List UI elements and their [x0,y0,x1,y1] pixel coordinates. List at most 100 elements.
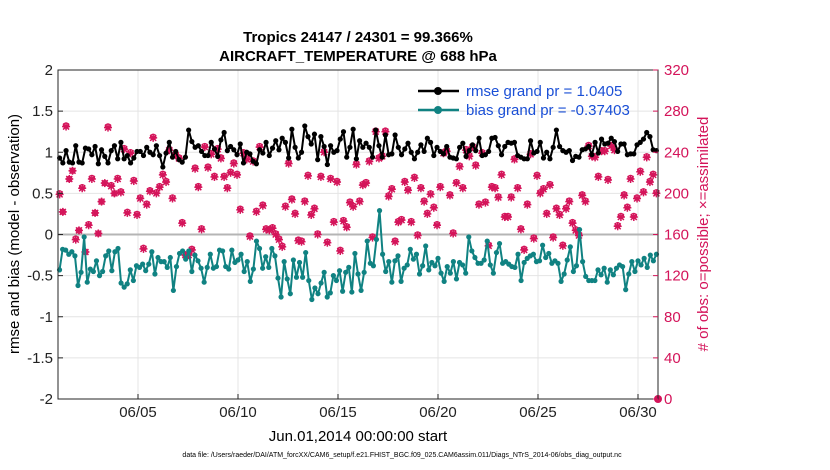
rmse-point [292,144,298,150]
obs-assimilated-point [529,234,538,243]
rmse-point [592,139,598,145]
rmse-point [537,139,543,145]
rmse-point [444,143,450,150]
bias-point [269,245,275,252]
bias-point [370,263,376,269]
obs-assimilated-point [349,202,358,211]
bias-point [564,257,570,263]
bias-point [115,245,121,252]
rmse-point [237,141,243,147]
bias-point [318,280,324,286]
rmse-point [366,144,372,150]
obs-assimilated-point [578,191,587,200]
bias-point [484,238,490,244]
rmse-point [169,154,176,160]
rmse-point [389,151,395,157]
rmse-point [105,160,111,166]
rmse-point [482,152,489,158]
chart-title-line1: Tropics 24147 / 24301 = 99.366% [243,29,473,46]
rmse-point [305,134,311,140]
obs-assimilated-point [252,207,261,216]
rmse-point [140,152,147,159]
rmse-point [63,148,69,154]
bias-point [610,272,616,278]
footnote: data file: /Users/raeder/DAI/ATM_forcXX/… [182,452,622,459]
rmse-point [440,151,447,157]
obs-assimilated-point [71,235,80,244]
bias-point [441,278,447,284]
obs-assimilated-point [307,210,316,219]
obs-assimilated-point [545,181,554,190]
right-tick-label: 160 [664,227,689,244]
rmse-point [637,139,643,145]
rmse-point [553,127,559,133]
rmse-point [402,146,408,152]
bias-point [213,263,220,270]
obs-assimilated-point [78,184,87,193]
rmse-point [527,138,534,144]
bias-point [127,267,133,273]
bias-point [321,269,327,275]
obs-assimilated-point [568,219,577,228]
rmse-point [227,143,234,150]
bias-point [650,258,656,264]
obs-assimilated-point [155,183,164,192]
rmse-point [111,143,118,149]
bias-point [432,263,438,269]
bias-point [287,291,293,297]
obs-assimilated-point [291,209,300,218]
obs-assimilated-point [342,223,351,232]
obs-assimilated-point [623,203,632,212]
obs-assimilated-point [55,190,64,199]
obs-assimilated-point [355,197,364,206]
rmse-point [466,148,472,154]
rmse-point [308,141,314,147]
rmse-point [182,154,189,160]
rmse-point [644,129,650,136]
obs-assimilated-point [326,174,335,183]
legend-bias-label: bias grand pr = -0.37403 [466,102,630,119]
obs-assimilated-point [404,186,412,195]
rmse-point [108,148,114,154]
bias-point [340,288,346,294]
obs-assimilated-point [200,143,209,152]
bias-point [349,289,355,295]
x-tick-label: 06/05 [119,404,157,421]
right-tick-label: 40 [664,350,681,367]
obs-assimilated-point [107,182,116,191]
bias-point [420,263,426,269]
bias-point [235,257,241,263]
obs-assimilated-point [142,200,151,209]
bias-point [623,287,629,293]
bias-point [315,291,321,297]
obs-assimilated-point [633,194,642,203]
bias-point [303,249,309,256]
bias-point [207,251,213,257]
bias-point [81,234,87,240]
rmse-point [173,148,179,155]
bias-point [173,263,180,270]
rmse-point [157,152,163,159]
rmse-point [218,137,224,143]
obs-assimilated-point [116,188,125,197]
obs-assimilated-point [410,173,419,182]
bias-point [447,270,453,276]
rmse-point [434,144,440,150]
obs-assimilated-point [639,188,648,197]
bias-point [121,284,127,290]
bias-point [546,250,552,257]
rmse-point [282,139,289,145]
rmse-point [98,147,105,153]
bias-point [96,273,103,279]
rmse-point [415,149,421,155]
bias-point [543,254,549,261]
rmse-point [298,149,305,155]
rmse-point [327,143,334,149]
obs-assimilated-point [129,177,138,186]
rmse-point [166,139,172,145]
bias-point [118,280,124,286]
obs-assimilated-point [552,204,561,213]
bias-point [647,252,653,258]
rmse-point [621,141,627,147]
bias-point [266,264,272,270]
